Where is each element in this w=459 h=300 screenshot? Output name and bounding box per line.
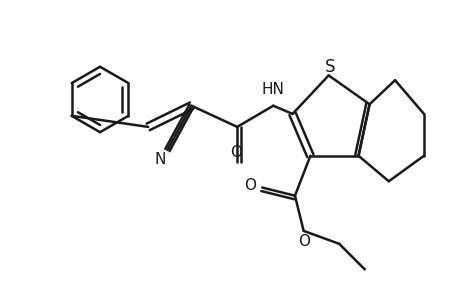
Text: N: N: [154, 152, 165, 167]
Text: O: O: [297, 234, 309, 249]
Text: HN: HN: [261, 82, 284, 97]
Text: O: O: [244, 178, 256, 193]
Text: O: O: [230, 145, 242, 160]
Text: S: S: [324, 58, 334, 76]
